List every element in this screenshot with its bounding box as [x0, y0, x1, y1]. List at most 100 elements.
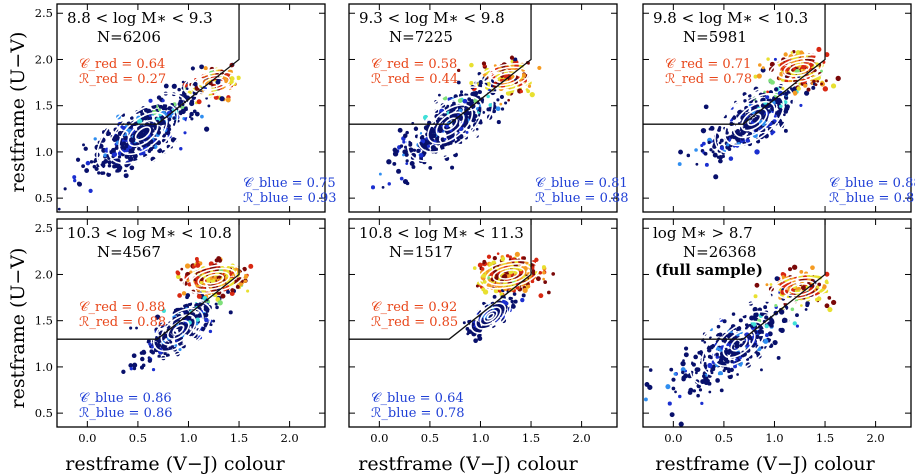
data-point [511, 303, 515, 307]
panel-title: 9.8 < log M∗ < 10.3 [653, 9, 808, 27]
data-point [229, 290, 235, 296]
reliability-red: ℛ_red = 0.27 [79, 72, 166, 87]
data-point [784, 96, 789, 100]
data-point [769, 319, 775, 325]
data-point [504, 101, 508, 105]
data-point [760, 67, 766, 73]
data-point [781, 275, 785, 279]
completeness-red: 𝒞_red = 0.64 [79, 57, 165, 72]
data-point [473, 338, 478, 344]
data-point [816, 80, 820, 83]
data-point [478, 80, 484, 85]
data-point [83, 146, 88, 151]
contour-red-2 [190, 267, 237, 291]
data-point [82, 143, 85, 147]
y-tick-label: 1.0 [35, 360, 53, 374]
data-point [526, 284, 531, 289]
data-point [226, 290, 230, 294]
data-point [499, 78, 503, 82]
data-point [733, 364, 738, 369]
data-point [123, 136, 128, 141]
data-point [486, 94, 490, 99]
completeness-blue: 𝒞_blue = 0.75 [243, 176, 336, 191]
data-point [827, 296, 832, 300]
data-point [185, 295, 189, 300]
data-point [156, 130, 161, 135]
data-point [796, 86, 801, 91]
data-point [477, 336, 483, 341]
data-point [178, 342, 182, 346]
data-point [193, 81, 198, 87]
panel-count: N=7225 [389, 28, 453, 46]
data-point [115, 158, 120, 163]
data-point [739, 343, 744, 348]
data-point [426, 141, 431, 145]
data-point [513, 57, 518, 62]
data-point [132, 362, 138, 368]
y-tick-label: 1.5 [35, 99, 53, 113]
data-point [189, 111, 194, 117]
contour-red-1 [769, 53, 831, 84]
data-point [538, 270, 543, 275]
panel-1: 0.5 1.0 1.5 2.0 2.5 8.8 < log M∗ < 9.3N=6206 𝒞… [35, 3, 337, 213]
data-point [735, 136, 740, 141]
data-point [459, 134, 464, 138]
data-point [482, 259, 487, 264]
data-point [824, 303, 830, 309]
data-point [381, 185, 385, 189]
contour-blue-3 [732, 100, 776, 139]
data-point [519, 287, 523, 291]
data-point [521, 73, 527, 78]
data-point [766, 90, 770, 94]
panel-frame [56, 218, 326, 428]
panel-count: N=6206 [97, 28, 161, 46]
data-point [499, 102, 503, 106]
data-point [107, 163, 112, 168]
data-point [142, 128, 148, 133]
panel-count: N=26368 [683, 243, 756, 261]
data-point [743, 99, 747, 103]
data-point [512, 292, 517, 296]
data-point [471, 322, 475, 326]
data-point [465, 130, 469, 134]
x-tick-label: 0.0 [664, 431, 682, 445]
data-point [475, 284, 479, 288]
data-point [717, 370, 724, 377]
x-axis-label-right: restframe (V−J) colour [655, 453, 875, 475]
data-point [707, 362, 713, 369]
data-point [480, 273, 486, 278]
completeness-red: 𝒞_red = 0.88 [79, 300, 165, 315]
contour-blue-1 [406, 86, 494, 163]
data-point [754, 116, 760, 122]
data-point [94, 166, 99, 171]
data-point [151, 128, 155, 133]
data-point [783, 52, 788, 57]
data-point [185, 87, 189, 90]
data-point [225, 97, 231, 103]
data-point [694, 148, 698, 152]
data-point [674, 390, 677, 394]
data-point [481, 287, 486, 292]
contour-red-3 [197, 74, 231, 91]
data-point [129, 366, 134, 371]
data-point [824, 79, 828, 83]
data-point [777, 90, 784, 97]
contour-blue-4 [722, 329, 756, 359]
panel-count: N=4567 [97, 243, 161, 261]
data-point [177, 293, 182, 298]
data-point [172, 116, 176, 120]
data-point [174, 344, 178, 347]
data-point [500, 107, 505, 111]
data-point [392, 147, 398, 153]
data-point [477, 89, 482, 95]
data-point [678, 149, 683, 155]
data-point [456, 68, 461, 73]
data-point [399, 144, 404, 148]
data-point [698, 388, 703, 392]
data-point [700, 379, 706, 385]
data-point [146, 338, 151, 344]
data-point [482, 111, 486, 114]
data-point [795, 313, 799, 318]
data-point [129, 165, 135, 171]
data-point [151, 368, 156, 372]
